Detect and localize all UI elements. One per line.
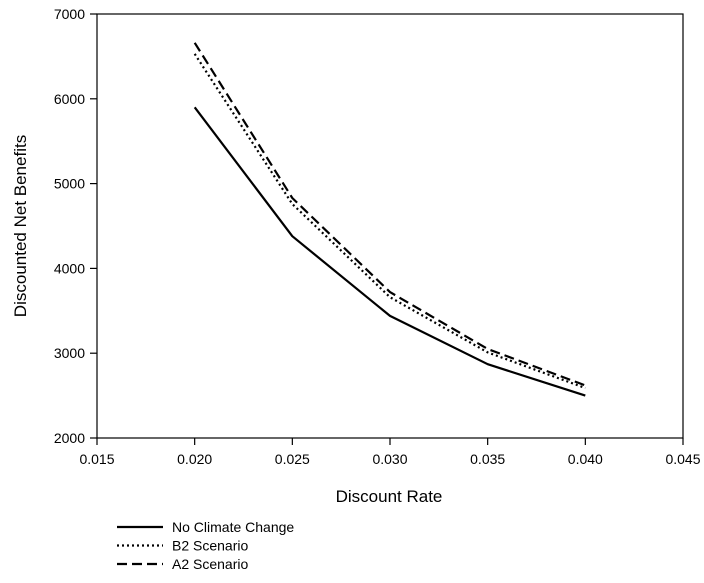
legend-label: B2 Scenario bbox=[172, 538, 248, 554]
y-tick-label: 4000 bbox=[54, 260, 85, 276]
x-tick-label: 0.035 bbox=[470, 451, 505, 467]
y-tick-label: 7000 bbox=[54, 6, 85, 22]
x-tick-label: 0.040 bbox=[568, 451, 603, 467]
y-tick-label: 5000 bbox=[54, 176, 85, 192]
x-tick-label: 0.020 bbox=[177, 451, 212, 467]
series-line-no-climate-change bbox=[193, 106, 586, 397]
axes bbox=[96, 13, 684, 439]
series-lines bbox=[193, 42, 586, 397]
legend: No Climate Change B2 Scenario A2 Scenario bbox=[117, 519, 294, 572]
y-tick-label: 6000 bbox=[54, 91, 85, 107]
x-tick-label: 0.025 bbox=[275, 451, 310, 467]
legend-label: A2 Scenario bbox=[172, 556, 248, 572]
y-axis-title: Discounted Net Benefits bbox=[11, 135, 30, 317]
x-tick-label: 0.030 bbox=[372, 451, 407, 467]
x-axis-title: Discount Rate bbox=[336, 487, 443, 506]
plot-frame bbox=[96, 13, 684, 439]
series-line-a2-scenario bbox=[193, 42, 586, 387]
legend-label: No Climate Change bbox=[172, 519, 294, 535]
ticks: 0.015 0.020 0.025 0.030 0.035 0.040 0.045 2000 3… bbox=[54, 6, 701, 467]
y-tick-label: 2000 bbox=[54, 430, 85, 446]
series-line-b2-scenario bbox=[193, 53, 586, 390]
x-tick-label: 0.045 bbox=[665, 451, 700, 467]
y-tick-label: 3000 bbox=[54, 345, 85, 361]
x-tick-label: 0.015 bbox=[79, 451, 114, 467]
